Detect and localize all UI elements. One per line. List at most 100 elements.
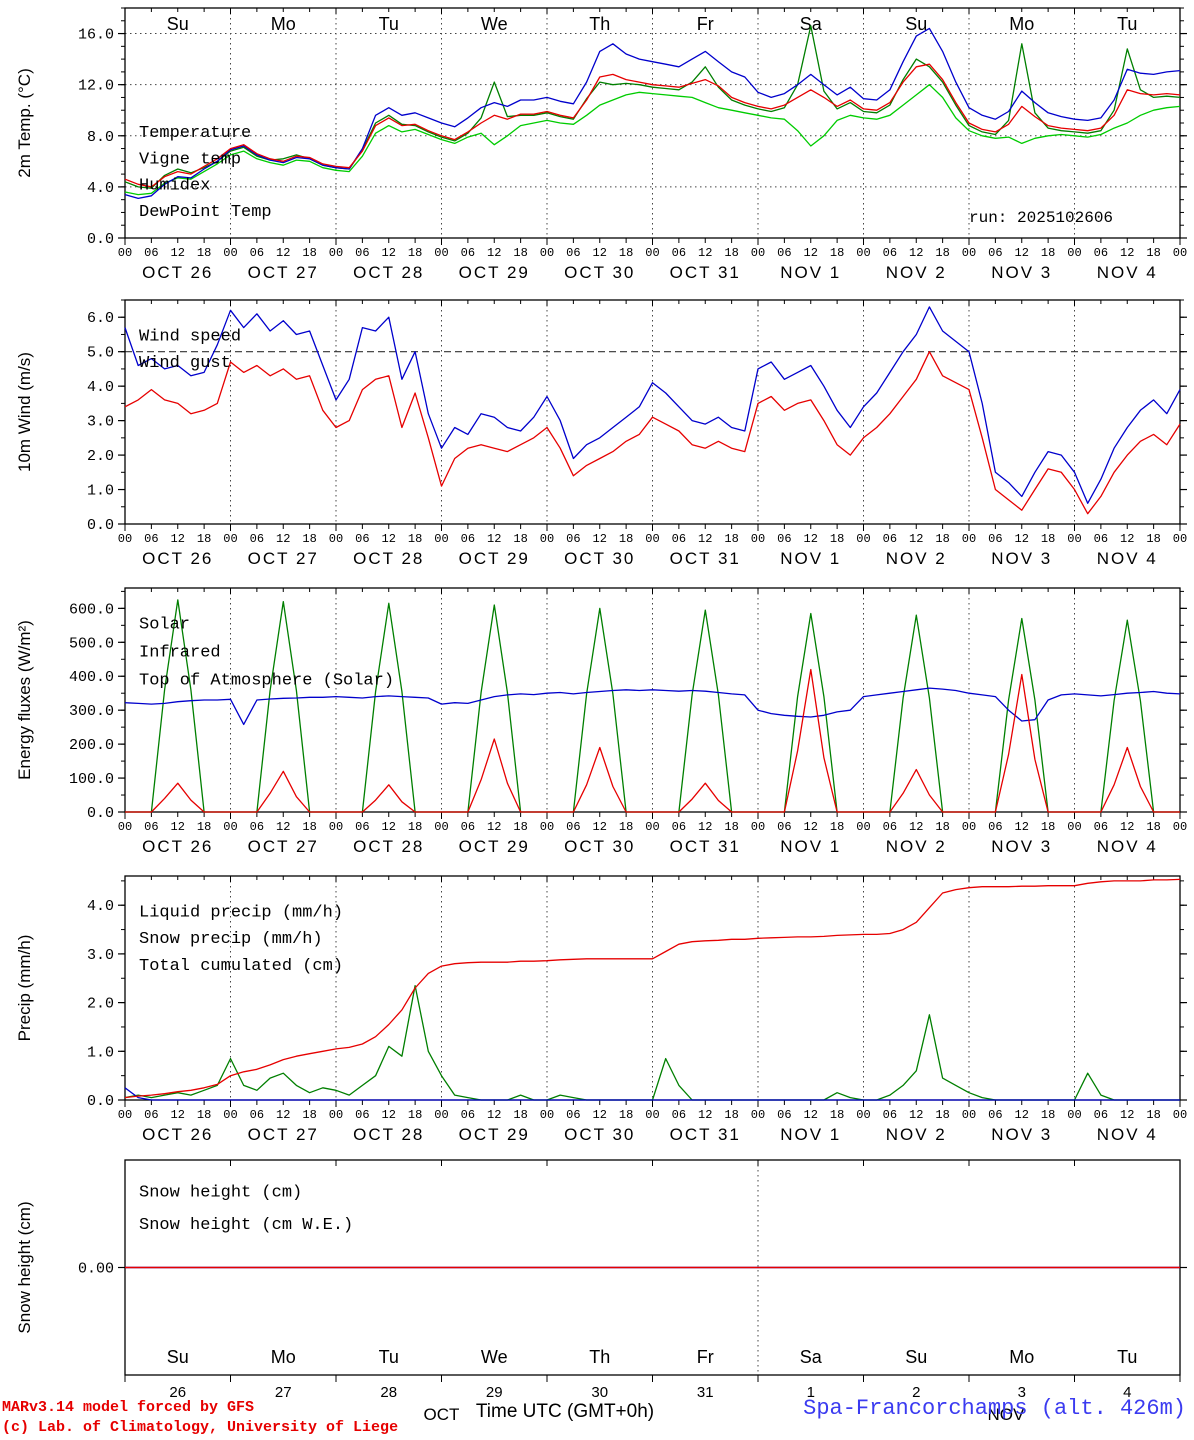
svg-text:00: 00: [645, 1108, 659, 1122]
svg-text:12: 12: [593, 532, 607, 546]
panel-snow: 0.00 Su Mo Tu We Th Fr Sa Su Mo Tu Snow height (cm)…: [15, 1159, 1187, 1382]
svg-text:18: 18: [1041, 532, 1055, 546]
svg-text:OCT 30: OCT 30: [564, 837, 635, 856]
svg-text:16.0: 16.0: [78, 27, 114, 44]
svg-text:12: 12: [1120, 532, 1134, 546]
svg-text:NOV 4: NOV 4: [1097, 1125, 1158, 1144]
svg-text:12: 12: [909, 820, 923, 834]
svg-text:00: 00: [645, 246, 659, 260]
svg-text:12: 12: [382, 532, 396, 546]
svg-text:00: 00: [751, 820, 765, 834]
svg-text:12: 12: [593, 820, 607, 834]
svg-text:26: 26: [169, 1384, 186, 1401]
svg-text:00: 00: [434, 1108, 448, 1122]
svg-text:00: 00: [434, 532, 448, 546]
svg-text:12: 12: [171, 820, 185, 834]
svg-text:OCT 26: OCT 26: [142, 549, 213, 568]
svg-text:00: 00: [434, 820, 448, 834]
panel-wind: 0.0 1.0 2.0 3.0 4.0 5.0 6.0 00 06 12 18 00 06 12 18 00 0…: [15, 299, 1187, 568]
svg-text:06: 06: [566, 1108, 580, 1122]
svg-text:Sa: Sa: [800, 1347, 823, 1367]
svg-text:06: 06: [461, 820, 475, 834]
svg-text:500.0: 500.0: [69, 635, 114, 652]
svg-text:18: 18: [724, 246, 738, 260]
svg-text:Top of Atmosphere (Solar): Top of Atmosphere (Solar): [139, 671, 394, 690]
svg-text:4: 4: [1123, 1384, 1131, 1401]
svg-text:00: 00: [118, 246, 132, 260]
svg-text:06: 06: [250, 820, 264, 834]
svg-text:Th: Th: [589, 14, 610, 34]
svg-text:00: 00: [329, 532, 343, 546]
svg-text:00: 00: [856, 1108, 870, 1122]
svg-text:400.0: 400.0: [69, 669, 114, 686]
svg-text:12: 12: [1120, 820, 1134, 834]
svg-text:OCT 26: OCT 26: [142, 1125, 213, 1144]
svg-text:18: 18: [197, 1108, 211, 1122]
svg-text:2: 2: [912, 1384, 920, 1401]
svg-text:00: 00: [1067, 246, 1081, 260]
svg-text:06: 06: [988, 820, 1002, 834]
svg-text:Solar: Solar: [139, 615, 190, 634]
svg-text:12: 12: [487, 820, 501, 834]
svg-text:30: 30: [591, 1384, 608, 1401]
svg-text:12.0: 12.0: [78, 78, 114, 95]
svg-text:18: 18: [408, 1108, 422, 1122]
panel-energy: 0.0 100.0 200.0 300.0 400.0 500.0 600.0 00 06 12 1…: [15, 587, 1187, 856]
svg-text:29: 29: [486, 1384, 503, 1401]
svg-text:200.0: 200.0: [69, 737, 114, 754]
svg-text:12: 12: [804, 532, 818, 546]
svg-text:Energy fluxes (W/m²): Energy fluxes (W/m²): [15, 620, 34, 780]
svg-text:18: 18: [724, 532, 738, 546]
svg-text:0.0: 0.0: [87, 231, 114, 248]
svg-text:18: 18: [935, 820, 949, 834]
svg-text:Fr: Fr: [697, 14, 714, 34]
svg-text:06: 06: [144, 246, 158, 260]
svg-text:Liquid precip (mm/h): Liquid precip (mm/h): [139, 903, 343, 922]
svg-text:00: 00: [118, 532, 132, 546]
svg-text:12: 12: [1015, 820, 1029, 834]
svg-text:00: 00: [856, 532, 870, 546]
svg-text:12: 12: [698, 820, 712, 834]
svg-text:NOV 2: NOV 2: [886, 1125, 947, 1144]
svg-text:1.0: 1.0: [87, 483, 114, 500]
model-credit: MARv3.14 model forced by GFS (c) Lab. of…: [2, 1398, 398, 1438]
svg-text:06: 06: [672, 820, 686, 834]
svg-text:18: 18: [1041, 820, 1055, 834]
svg-text:Fr: Fr: [697, 1347, 714, 1367]
svg-text:00: 00: [1067, 820, 1081, 834]
svg-text:00: 00: [540, 532, 554, 546]
svg-text:12: 12: [171, 246, 185, 260]
svg-text:06: 06: [355, 820, 369, 834]
svg-text:Infrared: Infrared: [139, 643, 221, 662]
svg-text:300.0: 300.0: [69, 703, 114, 720]
svg-text:18: 18: [830, 246, 844, 260]
svg-text:NOV: NOV: [988, 1405, 1026, 1424]
svg-text:12: 12: [1015, 246, 1029, 260]
svg-text:OCT 29: OCT 29: [459, 263, 530, 282]
svg-text:00: 00: [1067, 1108, 1081, 1122]
svg-text:18: 18: [513, 532, 527, 546]
svg-text:06: 06: [883, 532, 897, 546]
svg-text:12: 12: [171, 532, 185, 546]
svg-text:0.0: 0.0: [87, 805, 114, 822]
svg-text:OCT 29: OCT 29: [459, 549, 530, 568]
svg-text:2.0: 2.0: [87, 996, 114, 1013]
svg-text:4.0: 4.0: [87, 180, 114, 197]
svg-text:Snow height (cm): Snow height (cm): [139, 1184, 302, 1203]
svg-text:06: 06: [355, 532, 369, 546]
svg-text:00: 00: [223, 820, 237, 834]
svg-text:00: 00: [962, 246, 976, 260]
svg-text:OCT 28: OCT 28: [353, 1125, 424, 1144]
svg-text:06: 06: [144, 532, 158, 546]
svg-text:NOV 4: NOV 4: [1097, 837, 1158, 856]
svg-text:600.0: 600.0: [69, 601, 114, 618]
svg-text:06: 06: [355, 1108, 369, 1122]
svg-text:Total cumulated (cm): Total cumulated (cm): [139, 957, 343, 976]
svg-text:18: 18: [830, 532, 844, 546]
svg-text:OCT 26: OCT 26: [142, 837, 213, 856]
svg-text:06: 06: [144, 1108, 158, 1122]
svg-text:12: 12: [276, 246, 290, 260]
panel-precip: 0.0 1.0 2.0 3.0 4.0 00 06 12 18 00 06 12 18 00 06 12 18 0…: [15, 875, 1187, 1144]
